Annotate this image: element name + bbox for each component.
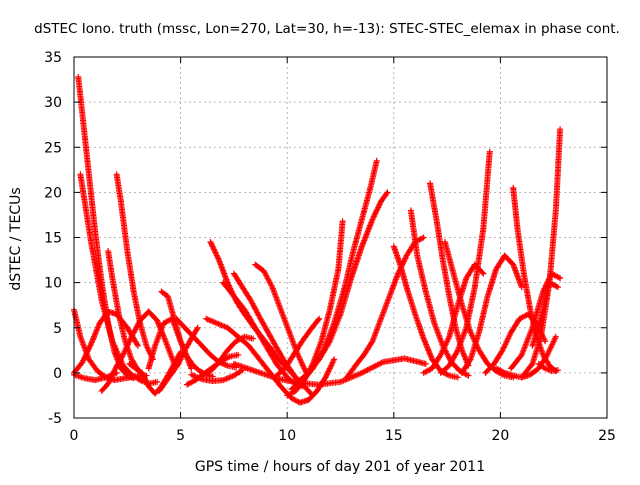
x-axis-title: GPS time / hours of day 201 of year 2011	[195, 459, 485, 475]
axis-ticks: 0 5 10 15 20 25 -5 0 5 10 15 20 25 30 35	[44, 50, 616, 444]
data-series	[459, 252, 525, 376]
y-tick-label: 35	[44, 50, 62, 66]
y-tick-label: 0	[53, 366, 62, 382]
x-tick-label: 10	[278, 428, 296, 444]
y-tick-label: 15	[44, 231, 62, 247]
x-tick-label: 15	[385, 428, 403, 444]
data-series	[220, 279, 301, 390]
x-tick-label: 20	[491, 428, 509, 444]
data-series	[113, 171, 156, 363]
data-series	[284, 218, 346, 399]
data-points	[535, 360, 561, 375]
data-points	[273, 315, 323, 379]
data-points	[113, 171, 156, 363]
y-axis-title: dSTEC / TECUs	[8, 187, 24, 290]
y-tick-label: 30	[44, 95, 62, 111]
x-tick-label: 0	[70, 428, 79, 444]
y-tick-label: -5	[48, 411, 62, 427]
x-tick-label: 25	[598, 428, 616, 444]
plot-area	[71, 73, 564, 406]
y-tick-label: 20	[44, 185, 62, 201]
data-series	[437, 148, 493, 376]
chart-title: dSTEC Iono. truth (mssc, Lon=270, Lat=30…	[34, 21, 620, 37]
data-series	[188, 367, 246, 384]
grid	[74, 57, 607, 418]
data-series	[535, 360, 561, 375]
data-series	[529, 279, 561, 349]
data-points	[284, 218, 346, 399]
data-points	[437, 148, 493, 376]
data-points	[220, 279, 301, 390]
y-tick-label: 10	[44, 276, 62, 292]
y-tick-label: 25	[44, 140, 62, 156]
data-points	[188, 367, 246, 384]
x-tick-label: 5	[176, 428, 185, 444]
data-points	[203, 315, 338, 406]
data-points	[459, 252, 525, 376]
y-tick-label: 5	[53, 321, 62, 337]
data-series	[273, 315, 323, 379]
data-points	[529, 279, 561, 349]
data-series	[203, 315, 338, 406]
